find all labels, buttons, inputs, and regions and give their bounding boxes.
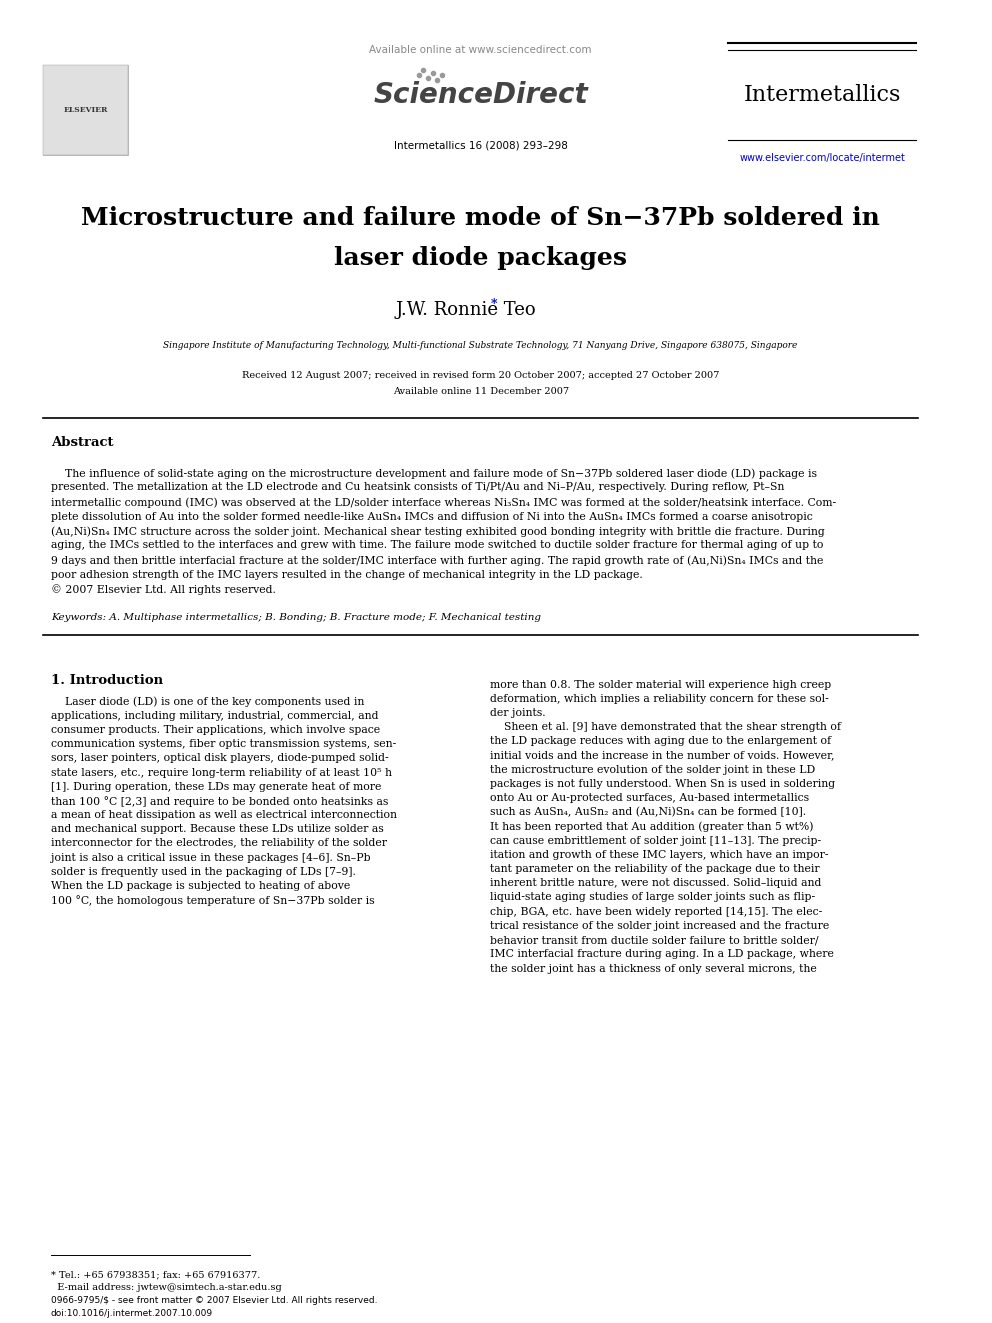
Text: ELSEVIER: ELSEVIER — [63, 106, 107, 114]
Text: It has been reported that Au addition (greater than 5 wt%): It has been reported that Au addition (g… — [490, 822, 813, 832]
Text: deformation, which implies a reliability concern for these sol-: deformation, which implies a reliability… — [490, 693, 828, 704]
Text: Intermetallics: Intermetallics — [744, 83, 901, 106]
Text: When the LD package is subjected to heating of above: When the LD package is subjected to heat… — [51, 881, 350, 892]
Text: applications, including military, industrial, commercial, and: applications, including military, indust… — [51, 710, 378, 721]
Text: Singapore Institute of Manufacturing Technology, Multi-functional Substrate Tech: Singapore Institute of Manufacturing Tec… — [164, 340, 798, 349]
Text: doi:10.1016/j.intermet.2007.10.009: doi:10.1016/j.intermet.2007.10.009 — [51, 1308, 213, 1318]
Text: Intermetallics 16 (2008) 293–298: Intermetallics 16 (2008) 293–298 — [394, 140, 567, 149]
Text: * Tel.: +65 67938351; fax: +65 67916377.: * Tel.: +65 67938351; fax: +65 67916377. — [51, 1270, 260, 1279]
Text: 100 °C, the homologous temperature of Sn−37Pb solder is: 100 °C, the homologous temperature of Sn… — [51, 896, 374, 906]
Text: Sheen et al. [9] have demonstrated that the shear strength of: Sheen et al. [9] have demonstrated that … — [490, 722, 841, 732]
Text: (Au,Ni)Sn₄ IMC structure across the solder joint. Mechanical shear testing exhib: (Au,Ni)Sn₄ IMC structure across the sold… — [51, 527, 824, 537]
Text: www.elsevier.com/locate/intermet: www.elsevier.com/locate/intermet — [739, 153, 906, 163]
Text: IMC interfacial fracture during aging. In a LD package, where: IMC interfacial fracture during aging. I… — [490, 950, 834, 959]
Text: poor adhesion strength of the IMC layers resulted in the change of mechanical in: poor adhesion strength of the IMC layers… — [51, 569, 643, 579]
Text: [1]. During operation, these LDs may generate heat of more: [1]. During operation, these LDs may gen… — [51, 782, 381, 791]
Text: plete dissolution of Au into the solder formed needle-like AuSn₄ IMCs and diffus: plete dissolution of Au into the solder … — [51, 512, 812, 521]
Text: joint is also a critical issue in these packages [4–6]. Sn–Pb: joint is also a critical issue in these … — [51, 853, 370, 863]
Text: tant parameter on the reliability of the package due to their: tant parameter on the reliability of the… — [490, 864, 819, 875]
Text: behavior transit from ductile solder failure to brittle solder/: behavior transit from ductile solder fai… — [490, 935, 818, 945]
Text: 0966-9795/$ - see front matter © 2007 Elsevier Ltd. All rights reserved.: 0966-9795/$ - see front matter © 2007 El… — [51, 1297, 377, 1304]
Text: The influence of solid-state aging on the microstructure development and failure: The influence of solid-state aging on th… — [51, 468, 816, 479]
Text: Keywords: A. Multiphase intermetallics; B. Bonding; B. Fracture mode; F. Mechani: Keywords: A. Multiphase intermetallics; … — [51, 613, 541, 622]
Text: itation and growth of these IMC layers, which have an impor-: itation and growth of these IMC layers, … — [490, 849, 828, 860]
Text: 9 days and then brittle interfacial fracture at the solder/IMC interface with fu: 9 days and then brittle interfacial frac… — [51, 556, 823, 565]
Text: intermetallic compound (IMC) was observed at the LD/solder interface whereas Ni₃: intermetallic compound (IMC) was observe… — [51, 497, 836, 508]
Text: initial voids and the increase in the number of voids. However,: initial voids and the increase in the nu… — [490, 750, 834, 761]
Text: a mean of heat dissipation as well as electrical interconnection: a mean of heat dissipation as well as el… — [51, 810, 397, 820]
Text: the microstructure evolution of the solder joint in these LD: the microstructure evolution of the sold… — [490, 765, 815, 775]
Text: Abstract: Abstract — [51, 437, 113, 450]
Text: der joints.: der joints. — [490, 708, 546, 718]
Text: E-mail address: jwtew@simtech.a-star.edu.sg: E-mail address: jwtew@simtech.a-star.edu… — [51, 1283, 282, 1293]
Text: laser diode packages: laser diode packages — [334, 246, 627, 270]
Text: aging, the IMCs settled to the interfaces and grew with time. The failure mode s: aging, the IMCs settled to the interface… — [51, 541, 823, 550]
Text: such as AuSn₄, AuSn₂ and (Au,Ni)Sn₄ can be formed [10].: such as AuSn₄, AuSn₂ and (Au,Ni)Sn₄ can … — [490, 807, 806, 818]
Text: more than 0.8. The solder material will experience high creep: more than 0.8. The solder material will … — [490, 680, 831, 689]
Text: *: * — [490, 299, 497, 311]
Text: the solder joint has a thickness of only several microns, the: the solder joint has a thickness of only… — [490, 963, 816, 974]
Text: Available online at www.sciencedirect.com: Available online at www.sciencedirect.co… — [369, 45, 592, 56]
Text: Received 12 August 2007; received in revised form 20 October 2007; accepted 27 O: Received 12 August 2007; received in rev… — [242, 370, 719, 380]
Text: sors, laser pointers, optical disk players, diode-pumped solid-: sors, laser pointers, optical disk playe… — [51, 753, 388, 763]
Text: inherent brittle nature, were not discussed. Solid–liquid and: inherent brittle nature, were not discus… — [490, 878, 821, 888]
Text: 1. Introduction: 1. Introduction — [51, 675, 163, 688]
Text: the LD package reduces with aging due to the enlargement of: the LD package reduces with aging due to… — [490, 737, 831, 746]
Text: ScienceDirect: ScienceDirect — [373, 81, 588, 108]
Text: J.W. Ronnie Teo: J.W. Ronnie Teo — [395, 302, 536, 319]
FancyBboxPatch shape — [44, 65, 128, 155]
Text: can cause embrittlement of solder joint [11–13]. The precip-: can cause embrittlement of solder joint … — [490, 836, 821, 845]
Text: trical resistance of the solder joint increased and the fracture: trical resistance of the solder joint in… — [490, 921, 829, 931]
Text: and mechanical support. Because these LDs utilize solder as: and mechanical support. Because these LD… — [51, 824, 384, 835]
Text: chip, BGA, etc. have been widely reported [14,15]. The elec-: chip, BGA, etc. have been widely reporte… — [490, 906, 822, 917]
Text: onto Au or Au-protected surfaces, Au-based intermetallics: onto Au or Au-protected surfaces, Au-bas… — [490, 792, 809, 803]
Bar — [44, 65, 128, 155]
Text: © 2007 Elsevier Ltd. All rights reserved.: © 2007 Elsevier Ltd. All rights reserved… — [51, 583, 276, 595]
Text: solder is frequently used in the packaging of LDs [7–9].: solder is frequently used in the packagi… — [51, 867, 355, 877]
Text: consumer products. Their applications, which involve space: consumer products. Their applications, w… — [51, 725, 380, 734]
Text: presented. The metallization at the LD electrode and Cu heatsink consists of Ti/: presented. The metallization at the LD e… — [51, 483, 784, 492]
Text: communication systems, fiber optic transmission systems, sen-: communication systems, fiber optic trans… — [51, 740, 396, 749]
Text: packages is not fully understood. When Sn is used in soldering: packages is not fully understood. When S… — [490, 779, 835, 789]
Text: than 100 °C [2,3] and require to be bonded onto heatsinks as: than 100 °C [2,3] and require to be bond… — [51, 796, 388, 807]
Text: Laser diode (LD) is one of the key components used in: Laser diode (LD) is one of the key compo… — [51, 696, 364, 706]
Text: Microstructure and failure mode of Sn−37Pb soldered in: Microstructure and failure mode of Sn−37… — [81, 206, 880, 230]
Text: Available online 11 December 2007: Available online 11 December 2007 — [393, 388, 568, 397]
Text: interconnector for the electrodes, the reliability of the solder: interconnector for the electrodes, the r… — [51, 839, 387, 848]
Text: liquid-state aging studies of large solder joints such as flip-: liquid-state aging studies of large sold… — [490, 893, 815, 902]
Text: state lasers, etc., require long-term reliability of at least 10⁵ h: state lasers, etc., require long-term re… — [51, 767, 392, 778]
